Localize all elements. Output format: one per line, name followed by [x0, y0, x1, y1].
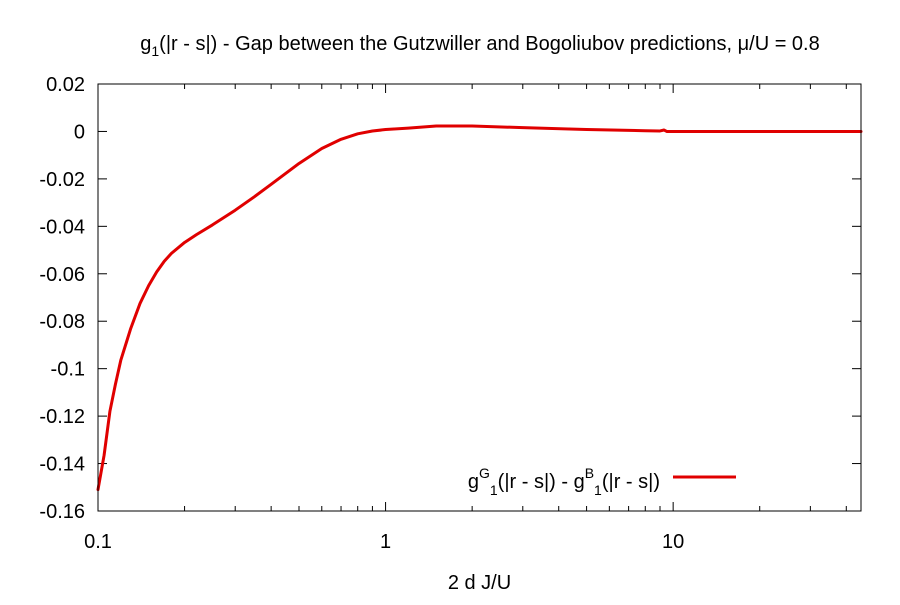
chart-title-base: g [140, 33, 151, 55]
x-tick-label: 10 [662, 531, 684, 553]
y-tick-label: -0.16 [39, 501, 85, 523]
legend-label: gG1(|r - s|) - gB1(|r - s|) [468, 465, 660, 498]
chart-title-rest: (|r - s|) - Gap between the Gutzwiller a… [159, 33, 820, 55]
y-tick-label: -0.14 [39, 454, 85, 476]
axis-ticks [97, 83, 861, 512]
plot-frame [97, 83, 862, 512]
chart-title: g1(|r - s|) - Gap between the Gutzwiller… [140, 33, 819, 59]
legend-text-part: g [468, 471, 479, 493]
legend-text-part: 1 [490, 482, 498, 498]
legend: gG1(|r - s|) - gB1(|r - s|) [468, 465, 736, 498]
x-axis-label: 2 d J/U [448, 572, 511, 594]
legend-text-part: G [479, 465, 490, 481]
series-layer [96, 124, 863, 492]
y-tick-label: -0.08 [39, 311, 85, 333]
y-tick-label: -0.12 [39, 406, 85, 428]
y-tick-label: 0 [74, 121, 85, 143]
legend-text-part: (|r - s|) [602, 471, 660, 493]
tick-labels: 0.02 0 -0.02 -0.04 -0.06 -0.08 -0.1 -0.12 -0.14 -… [39, 74, 684, 553]
y-tick-label: 0.02 [46, 74, 85, 96]
chart-title-subscript: 1 [151, 43, 159, 59]
legend-text-part: (|r - s|) - g [498, 471, 585, 493]
x-tick-label: 1 [380, 531, 391, 553]
y-tick-label: -0.02 [39, 169, 85, 191]
y-tick-label: -0.06 [39, 264, 85, 286]
series-line [96, 124, 863, 492]
legend-text-part: 1 [594, 482, 602, 498]
x-tick-label: 0.1 [84, 531, 112, 553]
y-tick-label: -0.1 [51, 359, 85, 381]
y-tick-label: -0.04 [39, 216, 85, 238]
legend-text-part: B [585, 465, 594, 481]
